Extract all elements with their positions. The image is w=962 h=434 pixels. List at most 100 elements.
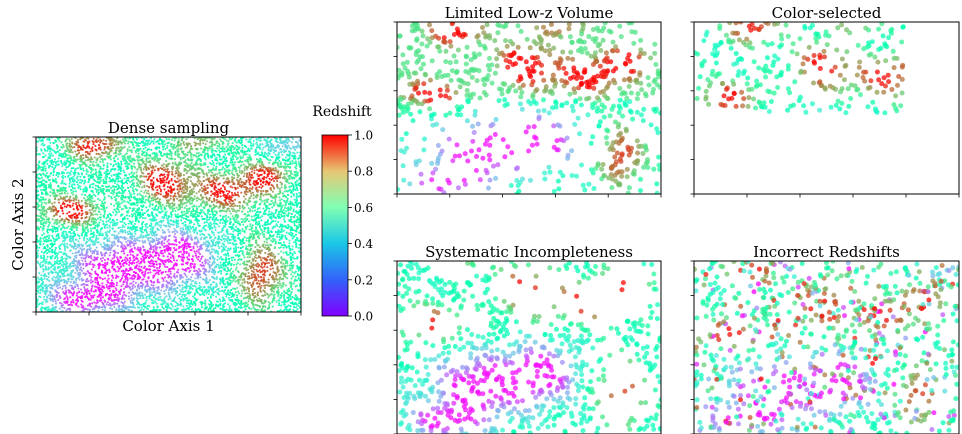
dense-point [234, 161, 237, 164]
dense-point [140, 257, 143, 260]
dense-point [143, 265, 147, 268]
dense-point [229, 158, 232, 162]
dense-point [212, 260, 216, 263]
dense-point [213, 188, 216, 191]
dense-point [228, 200, 231, 203]
dense-point [71, 151, 74, 154]
dense-point [163, 259, 166, 262]
dense-point [248, 276, 251, 280]
dense-point [40, 201, 43, 204]
dense-point [105, 283, 108, 286]
dense-title: Dense sampling [108, 119, 230, 137]
dense-point [116, 302, 119, 305]
dense-point [148, 264, 151, 267]
dense-point [96, 213, 99, 216]
dense-point [276, 281, 280, 284]
dense-point [210, 174, 213, 177]
dense-point [54, 309, 57, 312]
dense-point [162, 224, 166, 227]
dense-point [72, 175, 75, 178]
dense-point [181, 284, 184, 287]
dense-point [238, 139, 241, 142]
dense-point [261, 224, 264, 227]
dense-point [296, 174, 299, 177]
dense-point [39, 243, 42, 246]
dense-point [233, 237, 236, 240]
dense-point [198, 188, 202, 192]
dense-point [83, 247, 86, 250]
dense-point [208, 267, 212, 270]
dense-point [240, 141, 243, 144]
dense-point [272, 299, 275, 302]
dense-point [226, 291, 229, 294]
dense-point [201, 209, 204, 212]
dense-point [271, 156, 274, 159]
dense-point [234, 204, 237, 207]
dense-point [108, 254, 111, 257]
dense-point [286, 296, 289, 299]
dense-point [189, 249, 192, 252]
dense-point [79, 273, 82, 276]
dense-point [166, 244, 169, 247]
dense-point [219, 138, 222, 141]
dense-point [78, 181, 81, 184]
dense-point [86, 195, 89, 198]
dense-point [84, 264, 88, 268]
dense-point [122, 302, 125, 305]
dense-point [181, 157, 184, 160]
dense-point [199, 147, 203, 150]
dense-point [146, 149, 149, 152]
dense-point [282, 262, 285, 265]
dense-point [265, 176, 268, 179]
dense-point [244, 275, 247, 278]
dense-point [152, 256, 155, 259]
dense-point [208, 147, 211, 150]
dense-point [239, 157, 242, 160]
dense-point [153, 206, 157, 209]
dense-point [149, 137, 153, 140]
dense-point [96, 241, 99, 244]
dense-point [271, 301, 274, 304]
dense-point [79, 266, 83, 269]
dense-point [267, 294, 271, 297]
dense-point [36, 225, 39, 228]
dense-point [45, 215, 48, 218]
dense-point [280, 186, 283, 189]
dense-point [61, 242, 64, 245]
dense-point [234, 268, 237, 271]
dense-point [225, 189, 228, 193]
dense-point [37, 303, 41, 306]
dense-point [200, 236, 203, 239]
dense-point [44, 262, 47, 265]
dense-point [241, 278, 244, 281]
dense-point [155, 302, 158, 305]
dense-point [189, 230, 192, 234]
dense-point [273, 280, 276, 283]
dense-point [199, 301, 202, 304]
dense-point [144, 289, 147, 292]
dense-point [81, 245, 84, 248]
dense-point [234, 254, 237, 257]
dense-point [101, 296, 104, 299]
dense-point [87, 297, 90, 300]
dense-point [112, 299, 115, 302]
dense-point [91, 263, 94, 266]
dense-point [133, 192, 136, 195]
dense-point [208, 177, 211, 180]
dense-point [77, 291, 81, 294]
dense-point [162, 148, 165, 151]
dense-point [282, 246, 285, 249]
dense-point [162, 163, 165, 166]
dense-point [62, 212, 65, 215]
dense-point [55, 180, 58, 183]
dense-point [154, 300, 157, 303]
dense-point [283, 173, 286, 176]
dense-point [72, 202, 75, 205]
dense-point [105, 303, 108, 306]
dense-point [126, 254, 129, 257]
dense-point [54, 230, 57, 233]
dense-point [134, 239, 137, 243]
dense-point [85, 216, 88, 219]
dense-point [291, 264, 294, 267]
dense-point [177, 137, 180, 140]
